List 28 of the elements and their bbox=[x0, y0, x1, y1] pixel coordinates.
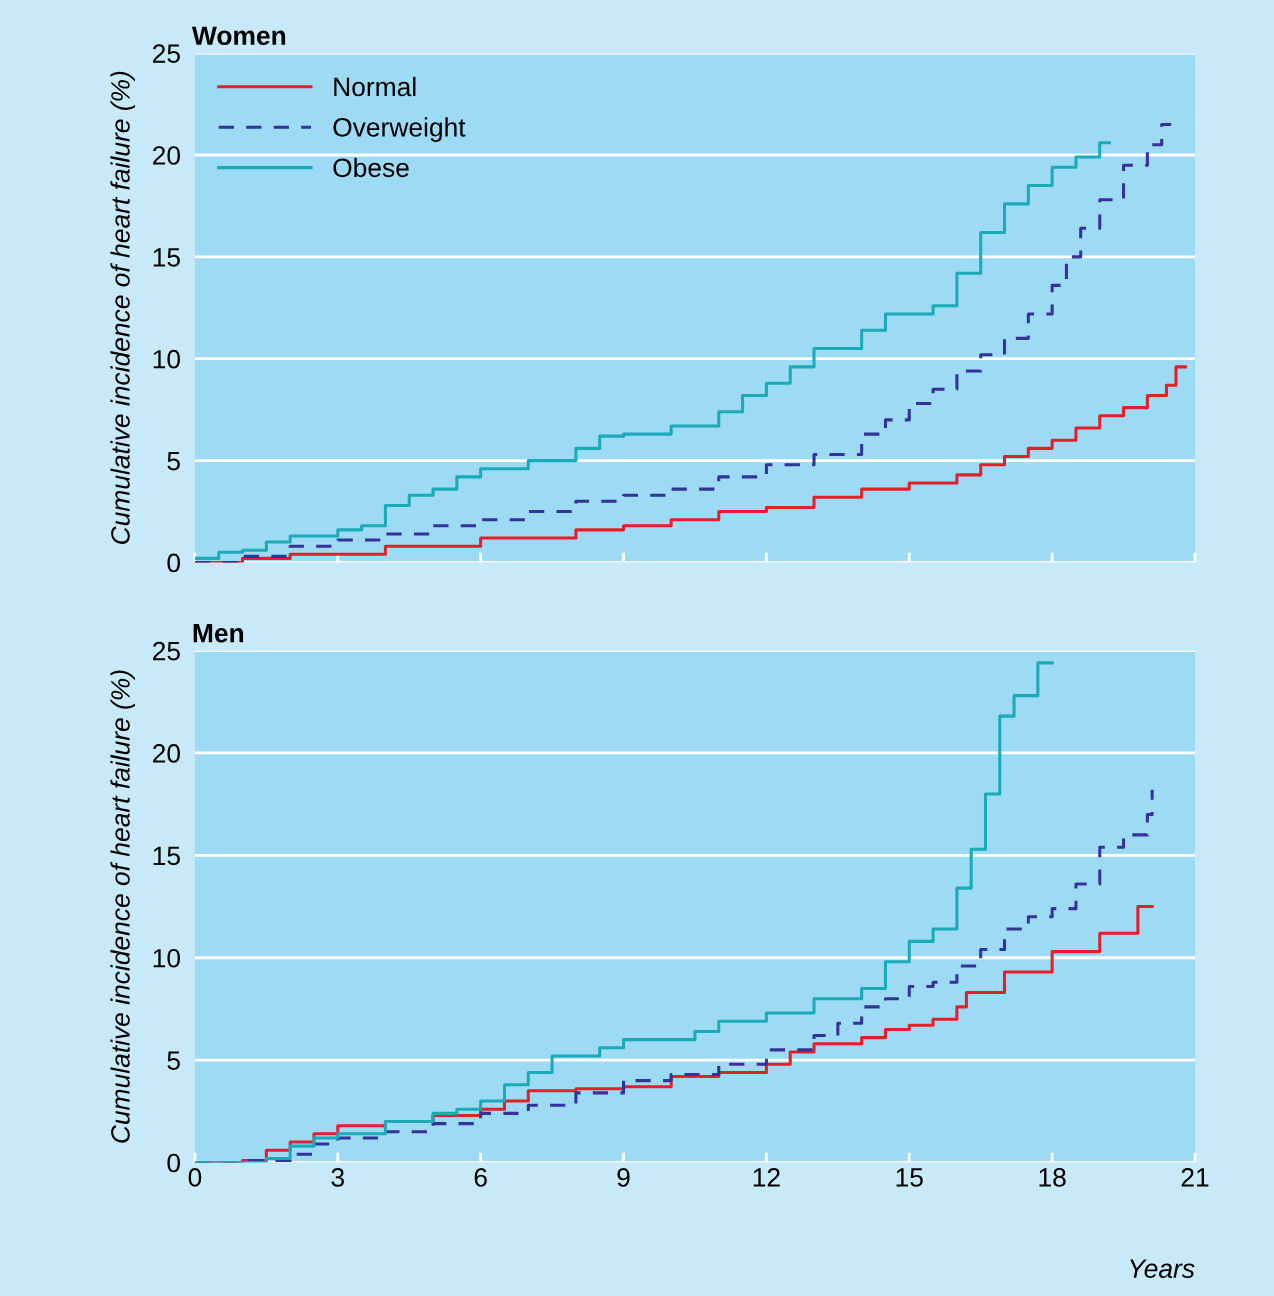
y-tick-label: 20 bbox=[153, 146, 180, 165]
legend-label: Overweight bbox=[333, 117, 466, 142]
x-tick-label: 15 bbox=[896, 1168, 923, 1187]
y-tick-label: 10 bbox=[153, 948, 180, 968]
chart-title: Women bbox=[191, 26, 286, 46]
y-tick-label: 20 bbox=[153, 744, 180, 763]
legend-label: Obese bbox=[333, 157, 409, 178]
x-tick-label: 21 bbox=[1181, 1168, 1209, 1187]
y-axis-title: Cumulative incidence of heart failure (%) bbox=[110, 71, 135, 544]
y-tick-label: 25 bbox=[153, 641, 180, 661]
y-tick-label: 25 bbox=[153, 44, 180, 63]
y-tick-label: 10 bbox=[153, 349, 180, 369]
x-tick-label: 9 bbox=[617, 1168, 630, 1187]
y-tick-label: 0 bbox=[167, 553, 180, 573]
x-tick-label: 0 bbox=[188, 1168, 202, 1187]
x-tick-label: 3 bbox=[331, 1168, 344, 1187]
y-tick-label: 0 bbox=[167, 1153, 180, 1173]
y-tick-label: 15 bbox=[153, 248, 180, 267]
x-tick-label: 12 bbox=[753, 1168, 780, 1187]
x-tick-label: 6 bbox=[474, 1168, 487, 1187]
x-axis-title: Years bbox=[1130, 1259, 1195, 1279]
y-tick-label: 5 bbox=[167, 1051, 180, 1070]
legend-label: Normal bbox=[334, 76, 416, 97]
chart-title: Men bbox=[193, 624, 244, 643]
y-tick-label: 5 bbox=[167, 452, 180, 471]
x-tick-label: 18 bbox=[1039, 1168, 1066, 1187]
y-axis-title: Cumulative incidence of heart failure (%) bbox=[110, 670, 135, 1143]
y-tick-label: 15 bbox=[153, 846, 180, 866]
